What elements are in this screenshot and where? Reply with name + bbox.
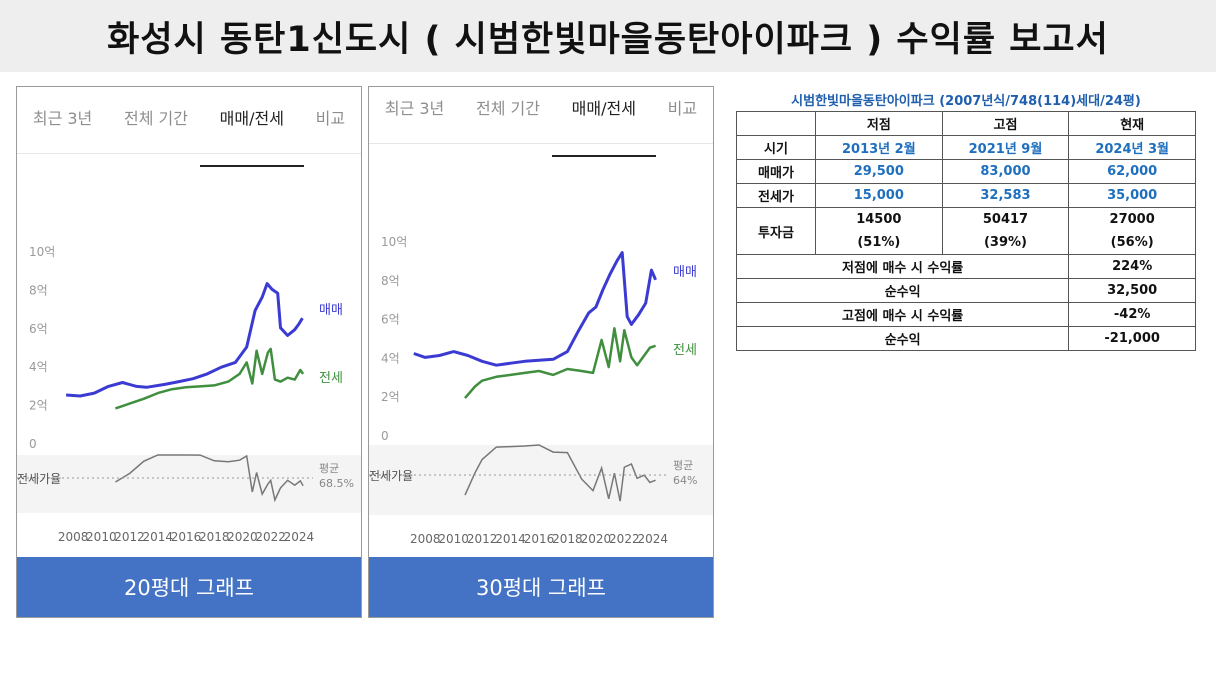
average-label: 평균 (319, 462, 339, 475)
x-tick-label: 2022 (609, 532, 640, 546)
average-label: 평균 (673, 459, 693, 472)
jeonse-price-low: 15,000 (815, 183, 943, 208)
tab-recent-3y[interactable]: 최근 3년 (384, 99, 445, 118)
y-tick-label: 6억 (381, 313, 400, 327)
x-tick-label: 2022 (255, 530, 286, 544)
jeonse-price-line (464, 327, 656, 399)
x-tick-label: 2014 (143, 530, 174, 544)
price-chart-30: 10억 8억 6억 4억 2억 0 2008201020122014201620182020… (369, 235, 713, 546)
invest-ratio-current: (56%) (1068, 231, 1196, 255)
x-tick-label: 2012 (114, 530, 145, 544)
tab-compare[interactable]: 비교 (315, 109, 346, 128)
invest-ratio-high: (39%) (941, 231, 1070, 255)
x-tick-label: 2008 (410, 532, 441, 546)
jeonse-price-high: 32,583 (941, 183, 1070, 208)
y-tick-label: 8억 (29, 283, 48, 297)
y-tick-label: 10억 (29, 245, 55, 259)
period-high: 2021년 9월 (941, 135, 1070, 160)
jeonse-ratio-line (464, 444, 656, 502)
chart-caption: 20평대 그래프 (17, 557, 361, 617)
y-tick-label: 10억 (381, 235, 407, 249)
low-return-label: 저점에 매수 시 수익률 (735, 254, 1070, 279)
x-tick-label: 2014 (495, 532, 526, 546)
ratio-area-bg (17, 455, 361, 513)
empty-header-cell (736, 111, 816, 136)
x-tick-label: 2012 (467, 532, 498, 546)
sale-series-label: 매매 (673, 265, 697, 280)
tab-sale-jeonse[interactable]: 매매/전세 (551, 95, 657, 157)
y-tick-label: 0 (381, 429, 389, 443)
x-tick-label: 2008 (58, 530, 89, 544)
tab-bar: 최근 3년 전체 기간 매매/전세 비교 (369, 95, 713, 157)
invest-high: 50417 (941, 207, 1070, 231)
x-tick-label: 2024 (638, 532, 669, 546)
chart-panel-20: 최근 3년 전체 기간 매매/전세 비교 10억 8억 6억 4억 2억 0 2008 201… (16, 86, 362, 618)
header-high: 고점 (941, 111, 1070, 136)
average-value: 68.5% (319, 477, 354, 490)
tab-sale-jeonse[interactable]: 매매/전세 (199, 105, 305, 167)
x-tick-label: 2018 (552, 532, 583, 546)
invest-label: 투자금 (736, 207, 816, 255)
sale-price-label: 매매가 (736, 159, 816, 184)
high-return-value: -42% (1068, 302, 1196, 327)
tab-all-period[interactable]: 전체 기간 (475, 99, 540, 118)
jeonse-ratio-line (115, 454, 304, 503)
return-report-table: 시범한빛마을동탄아이파크 (2007년식/748(114)세대/24평) 저점 … (735, 88, 1196, 351)
y-tick-label: 6억 (29, 322, 48, 336)
x-tick-label: 2018 (199, 530, 230, 544)
sale-price-line (413, 251, 657, 367)
tab-compare[interactable]: 비교 (667, 99, 698, 118)
x-tick-label: 2024 (284, 530, 315, 544)
tab-recent-3y[interactable]: 최근 3년 (32, 109, 93, 128)
high-profit-value: -21,000 (1068, 326, 1196, 351)
invest-low: 14500 (815, 207, 943, 231)
header-bar: 화성시 동탄1신도시 ( 시범한빛마을동탄아이파크 ) 수익률 보고서 (0, 0, 1216, 72)
jeonse-price-current: 35,000 (1068, 183, 1196, 208)
invest-current: 27000 (1068, 207, 1196, 231)
ratio-label: 전세가율 (369, 469, 413, 483)
high-profit-label: 순수익 (735, 326, 1070, 351)
y-tick-label: 2억 (381, 390, 400, 404)
page-title: 화성시 동탄1신도시 ( 시범한빛마을동탄아이파크 ) 수익률 보고서 (107, 19, 1109, 60)
sale-price-high: 83,000 (941, 159, 1070, 184)
tab-bar: 최근 3년 전체 기간 매매/전세 비교 (17, 105, 361, 167)
jeonse-series-label: 전세 (673, 343, 697, 358)
low-profit-value: 32,500 (1068, 278, 1196, 303)
jeonse-price-label: 전세가 (736, 183, 816, 208)
header-low: 저점 (815, 111, 943, 136)
ratio-area-bg (369, 445, 713, 515)
y-tick-label: 2억 (29, 399, 48, 413)
x-tick-label: 2016 (171, 530, 202, 544)
tab-all-period[interactable]: 전체 기간 (123, 109, 188, 128)
x-tick-label: 2020 (581, 532, 612, 546)
sale-price-low: 29,500 (815, 159, 943, 184)
period-low: 2013년 2월 (815, 135, 943, 160)
y-tick-label: 4억 (381, 351, 400, 365)
sale-price-current: 62,000 (1068, 159, 1196, 184)
y-tick-label: 4억 (29, 360, 48, 374)
sale-price-line (65, 282, 304, 398)
ratio-label: 전세가율 (17, 472, 61, 486)
price-chart-20: 10억 8억 6억 4억 2억 0 2008201020122014201620182020… (17, 245, 361, 544)
jeonse-series-label: 전세 (319, 371, 343, 386)
report-title: 시범한빛마을동탄아이파크 (2007년식/748(114)세대/24평) (736, 88, 1196, 112)
x-tick-label: 2010 (438, 532, 469, 546)
high-return-label: 고점에 매수 시 수익률 (735, 302, 1070, 327)
chart-caption: 30평대 그래프 (369, 557, 713, 617)
chart-panel-30: 최근 3년 전체 기간 매매/전세 비교 10억 8억 6억 4억 2억 0 2008 201… (368, 86, 714, 618)
sale-series-label: 매매 (319, 303, 343, 318)
header-current: 현재 (1068, 111, 1196, 136)
invest-ratio-low: (51%) (815, 231, 943, 255)
period-current: 2024년 3월 (1068, 135, 1196, 160)
low-profit-label: 순수익 (735, 278, 1070, 303)
x-tick-label: 2016 (524, 532, 555, 546)
period-label: 시기 (736, 135, 816, 160)
x-tick-label: 2020 (227, 530, 258, 544)
y-tick-label: 8억 (381, 274, 400, 288)
average-value: 64% (673, 474, 697, 487)
low-return-value: 224% (1068, 254, 1196, 279)
y-tick-label: 0 (29, 437, 37, 451)
jeonse-price-line (114, 347, 305, 410)
x-tick-label: 2010 (86, 530, 117, 544)
